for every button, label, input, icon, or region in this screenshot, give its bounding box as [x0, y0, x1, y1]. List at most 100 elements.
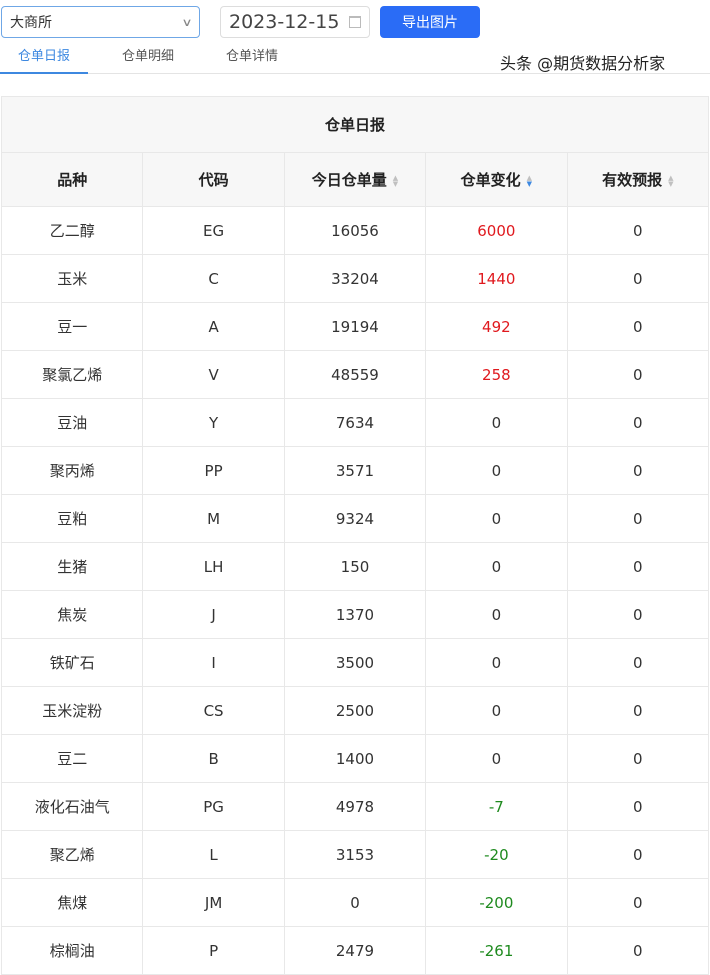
code-cell: C: [142, 254, 285, 303]
change-cell: 492: [425, 302, 568, 351]
change-cell: 0: [425, 398, 568, 447]
variety-cell: 乙二醇: [0, 206, 144, 255]
code-cell: LH: [142, 542, 285, 591]
sort-icon[interactable]: ▲ ▼: [668, 173, 674, 188]
receipt-count-cell: 16056: [283, 206, 427, 255]
watermark: 头条 @期货数据分析家: [500, 54, 666, 73]
code-cell: L: [142, 830, 285, 879]
variety-cell: 聚氯乙烯: [0, 350, 144, 399]
change-cell: -261: [425, 926, 568, 975]
column-header: 品种: [0, 152, 144, 207]
variety-cell: 玉米: [0, 254, 144, 303]
table-row: 焦炭 J 1370 0 0: [0, 590, 710, 639]
table-row: 聚氯乙烯 V 48559 258 0: [0, 350, 710, 399]
forecast-cell: 0: [566, 734, 710, 783]
receipt-count-cell: 9324: [283, 494, 427, 543]
forecast-cell: 0: [566, 590, 710, 639]
table-row: 玉米 C 33204 1440 0: [0, 254, 710, 303]
receipt-count-cell: 48559: [283, 350, 427, 399]
table-row: 铁矿石 I 3500 0 0: [0, 638, 710, 687]
variety-cell: 聚乙烯: [0, 830, 144, 879]
forecast-cell: 0: [566, 878, 710, 927]
change-cell: 0: [425, 686, 568, 735]
change-cell: 0: [425, 446, 568, 495]
code-cell: Y: [142, 398, 285, 447]
receipt-count-cell: 1400: [283, 734, 427, 783]
code-cell: I: [142, 638, 285, 687]
code-cell: JM: [142, 878, 285, 927]
code-cell: EG: [142, 206, 285, 255]
code-cell: B: [142, 734, 285, 783]
code-cell: PP: [142, 446, 285, 495]
column-header-label: 品种: [57, 171, 88, 189]
variety-cell: 铁矿石: [0, 638, 144, 687]
code-cell: PG: [142, 782, 285, 831]
exchange-select[interactable]: 大商所 ∨: [1, 6, 200, 38]
change-cell: 258: [425, 350, 568, 399]
sort-icon[interactable]: ▲ ▼: [392, 173, 399, 188]
receipt-count-cell: 7634: [283, 398, 427, 447]
receipt-count-cell: 4978: [283, 782, 427, 831]
change-cell: 0: [425, 542, 568, 591]
receipt-count-cell: 19194: [283, 302, 427, 351]
variety-cell: 焦炭: [0, 590, 144, 639]
date-value: 2023-12-15: [229, 11, 340, 33]
code-cell: A: [142, 302, 285, 351]
receipt-count-cell: 1370: [283, 590, 427, 639]
warehouse-receipt-table: 仓单日报 品种 代码 今日仓单量 ▲ ▼ 仓单变化 ▲ ▼ 有效预报 ▲ ▼ 乙二醇 EG 16056 6…: [0, 96, 710, 975]
column-header[interactable]: 有效预报 ▲ ▼: [566, 152, 710, 207]
change-cell: 0: [425, 590, 568, 639]
tab-daily-report[interactable]: 仓单日报: [0, 44, 88, 74]
chevron-down-icon: ∨: [181, 15, 193, 29]
change-cell: -200: [425, 878, 568, 927]
forecast-cell: 0: [566, 206, 710, 255]
forecast-cell: 0: [566, 350, 710, 399]
forecast-cell: 0: [566, 302, 710, 351]
variety-cell: 豆二: [0, 734, 144, 783]
tab-bar: 仓单日报 仓单明细 仓单详情: [0, 44, 710, 74]
forecast-cell: 0: [566, 446, 710, 495]
change-cell: 0: [425, 494, 568, 543]
receipt-count-cell: 3153: [283, 830, 427, 879]
column-header-label: 仓单变化: [460, 171, 521, 189]
receipt-count-cell: 150: [283, 542, 427, 591]
code-cell: V: [142, 350, 285, 399]
table-row: 生猪 LH 150 0 0: [0, 542, 710, 591]
change-cell: 0: [425, 734, 568, 783]
column-header-label: 代码: [198, 171, 229, 189]
change-cell: -20: [425, 830, 568, 879]
exchange-value: 大商所: [10, 15, 52, 31]
table-row: 液化石油气 PG 4978 -7 0: [0, 782, 710, 831]
table-row: 豆一 A 19194 492 0: [0, 302, 710, 351]
tab-info[interactable]: 仓单详情: [225, 49, 278, 64]
variety-cell: 豆粕: [0, 494, 144, 543]
table-title: 仓单日报: [1, 96, 709, 153]
forecast-cell: 0: [566, 782, 710, 831]
variety-cell: 豆一: [0, 302, 144, 351]
table-row: 玉米淀粉 CS 2500 0 0: [0, 686, 710, 735]
forecast-cell: 0: [566, 542, 710, 591]
table-row: 豆粕 M 9324 0 0: [0, 494, 710, 543]
column-header[interactable]: 仓单变化 ▲ ▼: [425, 152, 568, 207]
table-row: 乙二醇 EG 16056 6000 0: [0, 206, 710, 255]
export-image-button[interactable]: 导出图片: [380, 6, 480, 38]
table-row: 聚乙烯 L 3153 -20 0: [0, 830, 710, 879]
change-cell: 1440: [425, 254, 568, 303]
forecast-cell: 0: [566, 686, 710, 735]
tab-detail[interactable]: 仓单明细: [121, 49, 174, 64]
calendar-icon: [349, 16, 361, 28]
forecast-cell: 0: [566, 638, 710, 687]
variety-cell: 豆油: [0, 398, 144, 447]
variety-cell: 聚丙烯: [0, 446, 144, 495]
change-cell: 0: [425, 638, 568, 687]
column-header: 代码: [142, 152, 285, 207]
table-row: 豆油 Y 7634 0 0: [0, 398, 710, 447]
date-picker[interactable]: 2023-12-15: [220, 6, 370, 38]
sort-icon[interactable]: ▲ ▼: [526, 173, 533, 188]
variety-cell: 液化石油气: [0, 782, 144, 831]
receipt-count-cell: 3500: [283, 638, 427, 687]
column-header[interactable]: 今日仓单量 ▲ ▼: [283, 152, 427, 207]
code-cell: CS: [142, 686, 285, 735]
forecast-cell: 0: [566, 830, 710, 879]
forecast-cell: 0: [566, 398, 710, 447]
